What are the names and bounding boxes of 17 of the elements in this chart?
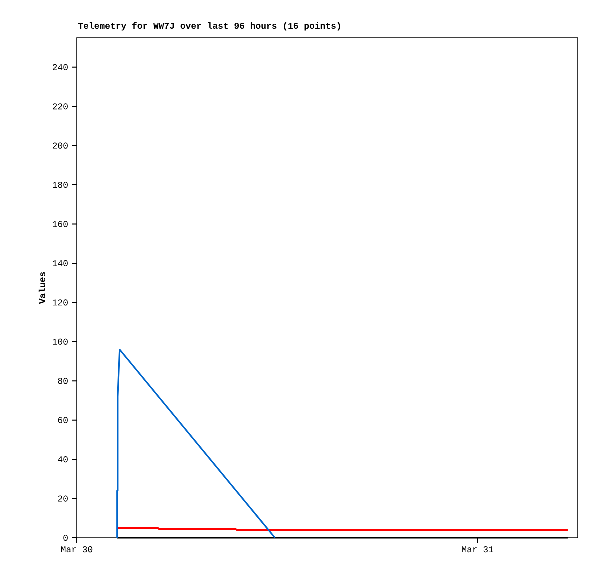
y-tick-label: 220 [52, 104, 68, 110]
x-tick-label: Mar 31 [462, 546, 494, 553]
y-tick-label: 60 [58, 417, 68, 424]
y-tick-label: 20 [58, 496, 68, 502]
chart-title: Telemetry for WW7J over last 96 hours (16 points) [78, 22, 340, 31]
y-tick-label: 120 [52, 300, 68, 306]
y-tick-label: 160 [52, 221, 68, 228]
y-tick-label: 140 [52, 260, 68, 267]
y-axis-title: Values [38, 272, 46, 304]
y-tick-label: 180 [52, 182, 68, 188]
y-tick-label: 80 [58, 378, 68, 384]
x-tick-label: Mar 30 [61, 546, 93, 553]
y-tick-label: 40 [58, 456, 68, 463]
y-tick-label: 100 [52, 338, 68, 345]
y-tick-label: 240 [52, 64, 68, 70]
y-tick-label: 200 [52, 142, 68, 149]
y-tick-label: 0 [64, 534, 68, 542]
